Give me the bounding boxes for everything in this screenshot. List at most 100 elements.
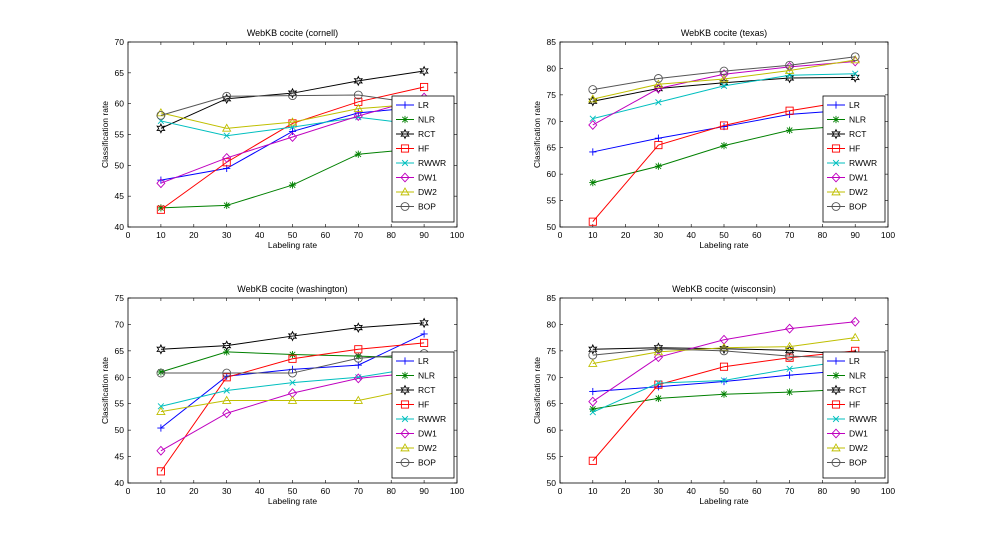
x-tick-label: 40 [255, 486, 265, 496]
y-tick-label: 60 [547, 425, 557, 435]
data-point [156, 205, 165, 214]
chart-3: WebKB cocite (washington) 0 10 20 30 40 50 60 70… [100, 284, 464, 506]
data-point [222, 373, 231, 382]
y-tick-label: 55 [547, 452, 557, 462]
y-tick-label: 45 [115, 452, 125, 462]
data-point [156, 178, 166, 189]
x-axis-label: Labeling rate [699, 240, 748, 250]
x-tick-label: 90 [419, 230, 429, 240]
legend-marker [401, 159, 409, 167]
legend-marker [400, 144, 410, 153]
series-dw1 [588, 56, 860, 130]
data-point [353, 353, 363, 363]
x-tick-label: 0 [558, 230, 563, 240]
data-point [784, 65, 795, 74]
data-point [223, 201, 231, 210]
legend-entry: NLR [396, 115, 435, 125]
chart-title: WebKB cocite (texas) [681, 28, 767, 38]
series-line [160, 322, 425, 350]
legend-entry: NLR [396, 371, 435, 381]
series-line [160, 86, 425, 211]
x-tick-label: 80 [818, 486, 828, 496]
chart-title: WebKB cocite (washington) [237, 284, 347, 294]
data-point [156, 445, 166, 456]
x-tick-label: 0 [558, 486, 563, 496]
legend-entry: RCT [396, 128, 435, 140]
legend-marker [831, 187, 841, 196]
data-point [288, 350, 297, 359]
data-point [850, 72, 860, 83]
x-tick-label: 10 [156, 486, 166, 496]
series-line [592, 350, 856, 462]
y-tick-label: 70 [547, 116, 557, 126]
series-rwwr [589, 70, 859, 122]
series-line [592, 347, 856, 356]
data-point [420, 82, 429, 92]
data-point [784, 341, 795, 350]
series-dw2 [588, 55, 860, 103]
y-tick-label: 70 [115, 37, 125, 47]
data-point [588, 94, 598, 103]
y-tick-label: 60 [115, 372, 125, 382]
y-tick-label: 75 [115, 293, 125, 303]
data-point [157, 403, 165, 410]
x-tick-label: 20 [189, 486, 199, 496]
legend-entry: DW1 [827, 429, 868, 439]
legend-label: BOP [849, 458, 867, 468]
legend-entry: DW2 [396, 187, 437, 197]
x-tick-label: 100 [881, 486, 895, 496]
x-tick-label: 90 [850, 486, 860, 496]
data-point [353, 90, 363, 100]
y-axis-label: Classification rate [100, 357, 110, 424]
data-point [719, 343, 729, 355]
data-point [589, 148, 597, 156]
legend-entry: DW2 [827, 443, 868, 453]
data-point [222, 368, 232, 378]
legend-marker [400, 172, 410, 183]
y-axis-label: Classification rate [532, 357, 542, 424]
legend-marker [832, 101, 840, 109]
legend-entry: RWWR [396, 414, 446, 424]
legend-entry: DW1 [827, 173, 868, 183]
chart-title: WebKB cocite (cornell) [247, 28, 338, 38]
x-tick-label: 100 [881, 230, 895, 240]
series-line [160, 333, 425, 429]
x-tick-label: 30 [654, 486, 664, 496]
y-axis-label: Classification rate [100, 101, 110, 168]
x-tick-label: 60 [752, 486, 762, 496]
data-point [419, 65, 429, 77]
data-point [353, 111, 363, 121]
x-tick-label: 60 [752, 230, 762, 240]
legend-entry: BOP [396, 202, 436, 212]
legend-entry: RWWR [827, 158, 877, 168]
series-lr [157, 330, 428, 432]
legend: LR NLR RCT HF RWWR DW1 DW2 BOP [822, 351, 886, 479]
series-hf [156, 82, 429, 214]
y-tick-label: 85 [547, 37, 557, 47]
legend-label: HF [849, 400, 860, 410]
data-point [222, 152, 232, 163]
x-tick-label: 100 [450, 230, 464, 240]
y-tick-label: 80 [547, 63, 557, 73]
legend-marker [831, 144, 841, 153]
series-line [160, 342, 425, 472]
data-point [786, 388, 794, 396]
legend-label: LR [849, 100, 860, 110]
x-tick-label: 0 [126, 230, 131, 240]
y-tick-label: 70 [115, 319, 125, 329]
data-point [655, 99, 662, 106]
y-tick-label: 60 [547, 169, 557, 179]
series-dw1 [156, 367, 429, 456]
y-tick-label: 80 [547, 319, 557, 329]
legend-entry: LR [396, 100, 429, 110]
y-tick-label: 40 [115, 478, 125, 488]
legend-label: RCT [418, 129, 435, 139]
legend-label: DW1 [418, 429, 437, 439]
legend-label: BOP [418, 458, 436, 468]
x-tick-label: 20 [621, 486, 631, 496]
x-tick-label: 80 [386, 486, 396, 496]
legend-marker [401, 415, 409, 423]
data-point [850, 55, 860, 64]
legend-label: NLR [418, 371, 435, 381]
legend-label: DW2 [849, 187, 868, 197]
